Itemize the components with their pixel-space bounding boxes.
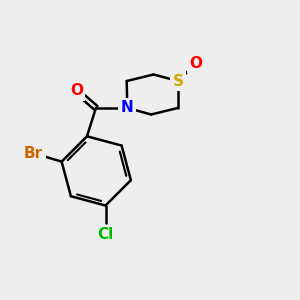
Text: N: N bbox=[121, 100, 134, 116]
Text: O: O bbox=[70, 83, 83, 98]
Text: O: O bbox=[189, 56, 202, 71]
Text: Cl: Cl bbox=[98, 227, 114, 242]
Text: Br: Br bbox=[24, 146, 43, 161]
Text: S: S bbox=[172, 74, 184, 88]
